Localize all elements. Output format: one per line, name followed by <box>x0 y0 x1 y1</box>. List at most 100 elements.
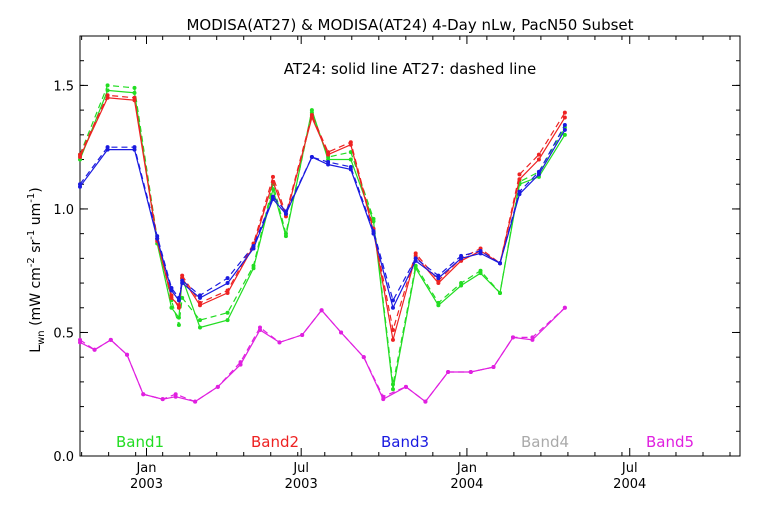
band5-point <box>215 384 220 389</box>
band5-point <box>238 360 243 365</box>
band2-point <box>536 157 541 162</box>
band1-point <box>132 85 137 90</box>
band1-solid-line <box>79 89 566 390</box>
band5-point <box>446 370 451 374</box>
band3-point <box>498 261 502 266</box>
band1-point <box>105 83 110 88</box>
legend-entry-band3: Band3 <box>381 433 429 451</box>
band5-point <box>491 365 496 370</box>
x-tick-month: Jul <box>292 461 309 476</box>
band5-point <box>530 335 535 340</box>
band5-point <box>277 340 282 345</box>
band3-point <box>105 145 110 150</box>
band3-point <box>413 256 418 261</box>
y-axis: 0.0 0.5 1.0 1.5 <box>53 60 740 465</box>
y-tick-label: 0.5 <box>53 326 74 341</box>
band5-point <box>92 347 97 352</box>
band3-point <box>78 182 82 187</box>
band2-point <box>270 174 275 179</box>
band5-point <box>339 330 344 335</box>
band1-point <box>198 325 202 330</box>
band2-point <box>225 288 230 293</box>
x-tick-month: Jan <box>456 461 477 476</box>
band3-point <box>390 305 395 310</box>
y-tick-label: 1.5 <box>53 79 74 94</box>
band3-point <box>251 244 256 248</box>
band1-point <box>225 310 230 315</box>
band5-dashed-line <box>79 307 566 403</box>
x-tick-month: Jul <box>621 461 638 476</box>
band2-point <box>390 337 395 342</box>
band1-dashed-line <box>79 84 566 385</box>
band2-point <box>562 115 567 120</box>
band5-point <box>141 392 146 397</box>
band1-point <box>176 323 181 328</box>
band3-point <box>536 169 541 174</box>
band3-point <box>169 286 174 290</box>
band5-point <box>173 392 178 397</box>
legend-entry-band2: Band2 <box>251 433 299 451</box>
band3-point <box>390 298 395 303</box>
band1-point <box>390 387 395 392</box>
band3-point <box>348 164 353 169</box>
band5-point <box>381 394 386 399</box>
band3-point <box>562 127 567 132</box>
band1-point <box>180 295 185 300</box>
band3-point <box>478 248 483 253</box>
x-tick-month: Jan <box>135 461 156 476</box>
band5-solid-line <box>79 307 566 403</box>
legend: Band1 Band2 Band3 Band4 Band5 <box>116 433 694 451</box>
band1-point <box>348 157 353 162</box>
y-tick-label: 0.0 <box>53 450 74 465</box>
band2-point <box>309 113 314 118</box>
band5-point <box>193 399 198 404</box>
band1-point <box>459 281 464 286</box>
band3-point <box>436 273 441 278</box>
band5-point <box>403 384 408 389</box>
band2-point <box>326 150 331 155</box>
band5-point <box>319 308 324 313</box>
band1-point <box>478 268 483 273</box>
band3-point <box>155 234 160 239</box>
band3-point <box>270 194 275 199</box>
band2-point <box>413 251 418 256</box>
band2-point <box>562 110 567 115</box>
band2-point <box>348 140 353 145</box>
x-tick-year: 2003 <box>285 477 318 492</box>
band3-point <box>176 295 181 300</box>
chart-title: MODISA(AT27) & MODISA(AT24) 4-Day nLw, P… <box>186 16 633 34</box>
series-layer <box>78 83 567 404</box>
band2-point <box>78 152 82 157</box>
band1-point <box>225 318 230 323</box>
band1-point <box>169 305 174 310</box>
plot-frame <box>79 35 741 457</box>
band5-point <box>300 332 305 337</box>
band1-point <box>562 132 567 137</box>
legend-entry-band1: Band1 <box>116 433 164 451</box>
band1-point <box>251 263 256 268</box>
band3-point <box>180 278 185 283</box>
band2-point <box>169 293 174 298</box>
band5-point <box>125 352 130 357</box>
x-tick-year: 2003 <box>130 477 163 492</box>
band2-point <box>198 300 202 305</box>
band2-point <box>390 328 395 332</box>
band3-point <box>198 293 202 298</box>
band1-point <box>198 318 202 323</box>
band2-point <box>536 152 541 157</box>
band3-solid-line <box>79 129 566 310</box>
band2-point <box>517 172 522 177</box>
band5-point <box>108 337 113 342</box>
band5-point <box>160 397 165 402</box>
band3-point <box>283 209 288 214</box>
band1-point <box>371 216 376 221</box>
band2-point <box>132 95 137 100</box>
band3-point <box>225 276 230 281</box>
band3-point <box>326 160 331 164</box>
band3-point <box>517 189 522 194</box>
band1-point <box>348 150 353 155</box>
band3-point <box>459 253 464 258</box>
band5-point <box>468 370 473 374</box>
